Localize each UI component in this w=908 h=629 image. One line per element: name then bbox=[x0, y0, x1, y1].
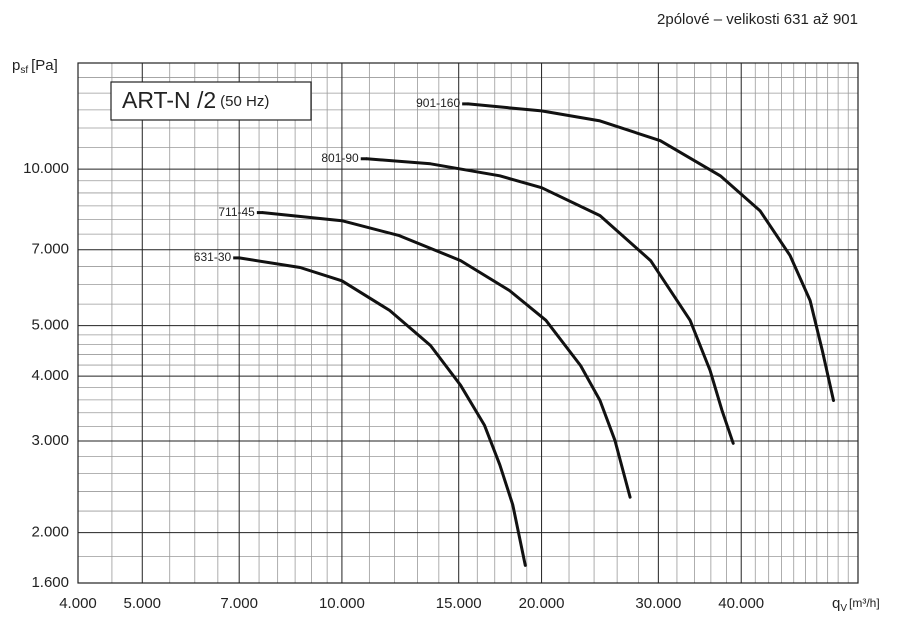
title: ART-N /2 (50 Hz) bbox=[122, 87, 269, 113]
header: 2pólové – velikosti 631 až 901 bbox=[657, 11, 858, 28]
x-tick-label: 30.000 bbox=[635, 595, 681, 612]
x-label-symbol: q bbox=[832, 595, 840, 612]
x-tick-label: 4.000 bbox=[59, 595, 97, 612]
y-label-subscript: sf bbox=[20, 65, 28, 76]
series-label: 631-30 bbox=[194, 250, 232, 264]
title-main: ART-N /2 bbox=[122, 87, 216, 113]
title-box bbox=[110, 81, 312, 121]
x-tick-label: 15.000 bbox=[436, 595, 482, 612]
series-label: 711-45 bbox=[218, 205, 255, 219]
series-label: 901-160 bbox=[416, 96, 460, 110]
x-tick-label: 5.000 bbox=[123, 595, 161, 612]
x-tick-label: 20.000 bbox=[519, 595, 565, 612]
series-label: 801-90 bbox=[321, 151, 359, 165]
x-label-subscript: V bbox=[840, 603, 847, 614]
y-label-symbol: p bbox=[12, 57, 20, 74]
curve bbox=[365, 157, 735, 445]
grid bbox=[77, 63, 858, 584]
curve bbox=[261, 211, 632, 499]
x-axis-label: qV [m³/h] bbox=[832, 595, 880, 614]
curve bbox=[237, 256, 527, 567]
curve bbox=[466, 102, 835, 402]
y-tick-label: 3.000 bbox=[31, 432, 69, 449]
y-tick-label: 4.000 bbox=[31, 367, 69, 384]
plot-frame bbox=[77, 62, 859, 584]
y-tick-label: 10.000 bbox=[23, 160, 69, 177]
x-tick-label: 40.000 bbox=[718, 595, 764, 612]
title-sub: (50 Hz) bbox=[220, 93, 269, 110]
x-tick-label: 7.000 bbox=[220, 595, 258, 612]
x-label-unit: [m³/h] bbox=[849, 596, 880, 610]
y-tick-label: 2.000 bbox=[31, 524, 69, 541]
x-tick-label: 10.000 bbox=[319, 595, 365, 612]
y-tick-label: 1.600 bbox=[31, 574, 69, 591]
y-axis-label: psf [Pa] bbox=[12, 57, 58, 76]
y-tick-label: 5.000 bbox=[31, 317, 69, 334]
y-tick-label: 7.000 bbox=[31, 241, 69, 258]
y-label-unit: [Pa] bbox=[31, 57, 58, 74]
